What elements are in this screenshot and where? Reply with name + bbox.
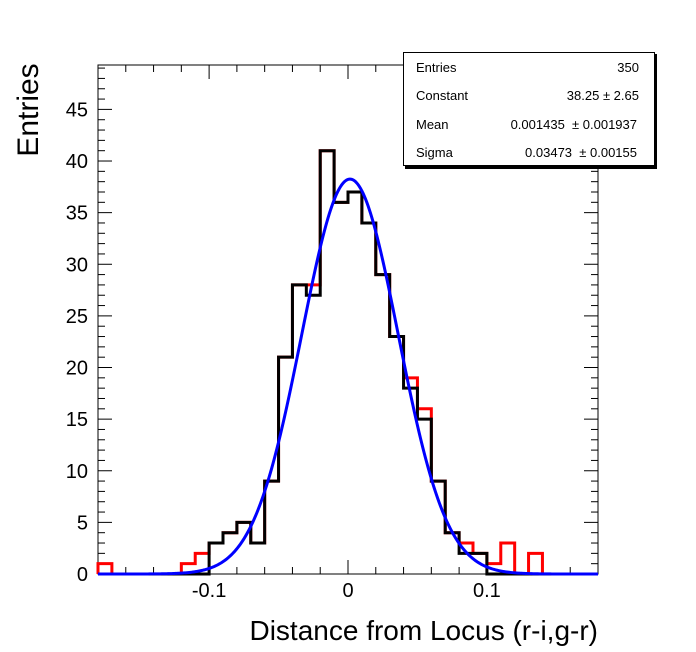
- y-tick-label: 30: [66, 254, 88, 276]
- stats-label-entries: Entries: [416, 60, 457, 75]
- y-tick-labels: 0 5 10 15 20 25 30 35 40 45: [66, 99, 88, 586]
- fit-curve-group: [98, 177, 598, 576]
- histogram-selected: [98, 149, 598, 576]
- histogram-all: [96, 149, 598, 576]
- y-tick-label: 20: [66, 358, 88, 380]
- x-tick-label: 0.1: [473, 580, 501, 602]
- y-tick-label: 0: [77, 564, 88, 586]
- stats-value-constant: 38.25 ± 2.65: [567, 88, 639, 103]
- y-tick-label: 15: [66, 409, 88, 431]
- stats-label-sigma: Sigma: [416, 145, 454, 160]
- stats-value-entries: 350: [617, 60, 639, 75]
- y-tick-label: 5: [77, 512, 88, 534]
- y-tick-label: 40: [66, 151, 88, 173]
- stats-box: Entries 350 Constant 38.25 ± 2.65 Mean 0…: [403, 52, 657, 169]
- y-axis-title: Entries: [12, 63, 45, 156]
- gaussian-fit-curve: [98, 177, 598, 576]
- y-tick-label: 35: [66, 203, 88, 225]
- y-tick-label: 45: [66, 99, 88, 121]
- x-axis-title: Distance from Locus (r-i,g-r): [249, 615, 598, 646]
- y-tick-label: 10: [66, 461, 88, 483]
- x-tick-labels: -0.1 0 0.1: [192, 580, 501, 602]
- x-tick-label: 0: [342, 580, 353, 602]
- stats-box-background: [403, 52, 655, 166]
- y-tick-label: 25: [66, 306, 88, 328]
- stats-label-mean: Mean: [416, 117, 449, 132]
- stats-label-constant: Constant: [416, 88, 468, 103]
- x-tick-label: -0.1: [192, 580, 226, 602]
- histograms: [96, 149, 598, 576]
- stats-value-sigma: 0.03473 ± 0.00155: [525, 145, 637, 160]
- stats-value-mean: 0.001435 ± 0.001937: [511, 117, 637, 132]
